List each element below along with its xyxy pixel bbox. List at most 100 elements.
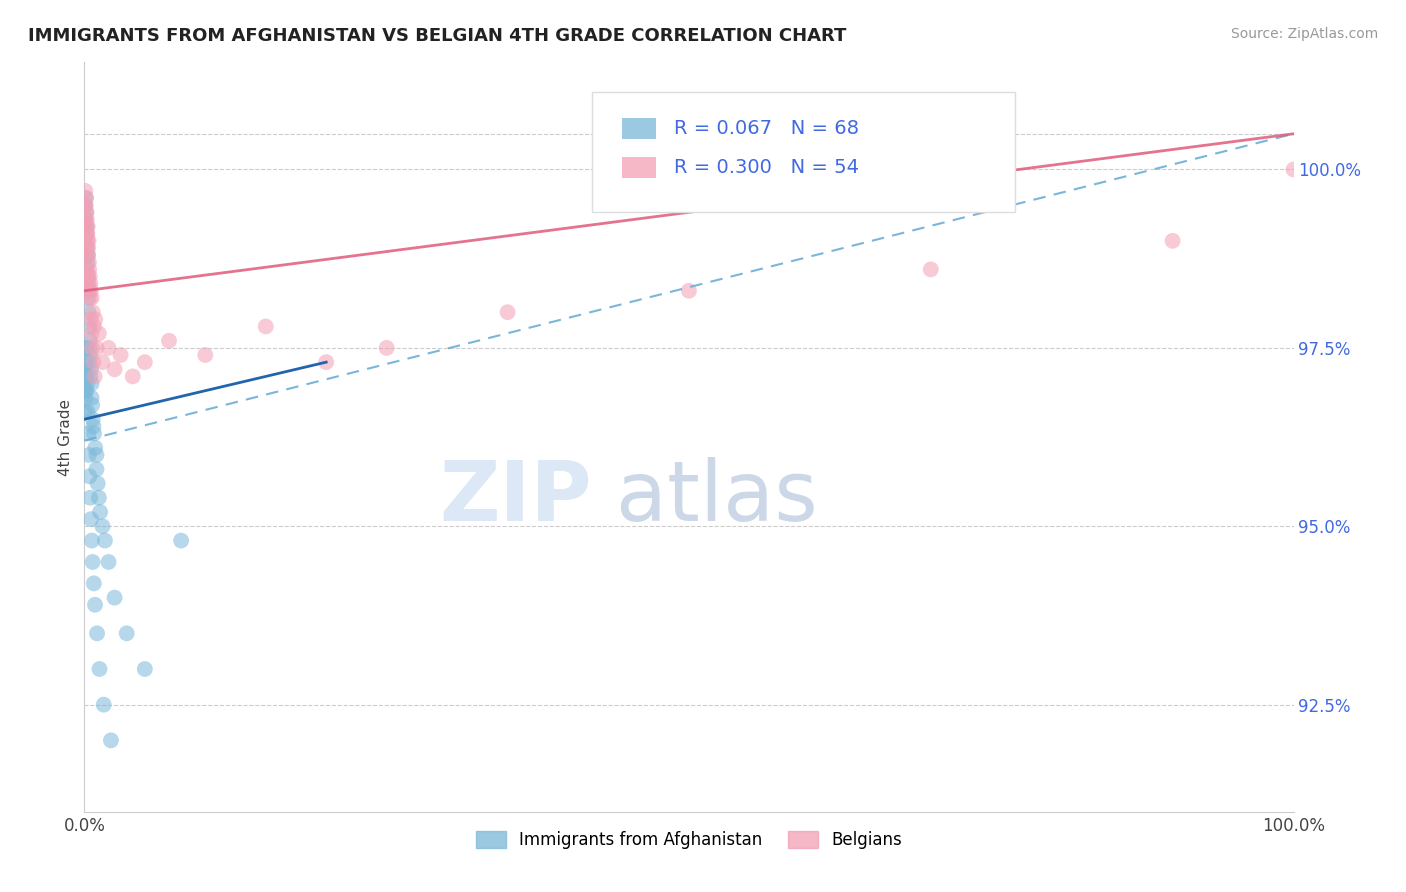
Point [76,255,98,269]
Point [80,284,103,298]
Point [77,291,100,305]
Point [75,205,97,219]
Point [75,391,97,405]
FancyBboxPatch shape [623,157,657,178]
Point [83,426,105,441]
Point [1161,234,1184,248]
Point [75,212,97,227]
Point [80,291,103,305]
Point [80,376,103,391]
FancyBboxPatch shape [592,93,1015,212]
Point [79,369,101,384]
Point [83,576,105,591]
Point [75,198,97,212]
Point [84,598,107,612]
Point [75,191,97,205]
Point [77,234,100,248]
Point [76,384,98,398]
Point [75,248,97,262]
Point [104,591,127,605]
Point [315,355,337,369]
Point [82,305,104,319]
Point [75,219,97,234]
Point [80,512,103,526]
Point [375,341,398,355]
Point [77,448,100,462]
Text: R = 0.300   N = 54: R = 0.300 N = 54 [675,158,859,177]
Point [76,355,98,369]
Point [86,341,108,355]
Point [77,319,100,334]
Point [79,355,101,369]
Point [80,533,103,548]
Point [75,362,97,376]
Point [75,212,97,227]
Point [83,319,105,334]
Point [91,355,114,369]
Point [79,269,101,284]
Point [76,277,98,291]
Point [75,248,97,262]
Point [82,341,104,355]
Point [254,319,277,334]
Point [75,191,97,205]
Point [73,198,96,212]
Point [115,626,138,640]
Point [76,227,98,241]
Point [73,405,96,419]
Point [73,219,96,234]
Point [94,533,117,548]
Text: Source: ZipAtlas.com: Source: ZipAtlas.com [1230,27,1378,41]
Point [86,462,108,476]
Point [84,441,107,455]
Point [76,219,98,234]
Point [77,341,100,355]
Point [82,412,104,426]
Point [77,305,100,319]
Point [134,355,156,369]
Point [134,662,156,676]
Point [76,241,98,255]
Point [170,533,193,548]
Point [76,376,98,391]
Point [77,248,100,262]
Text: atlas: atlas [616,457,818,538]
Point [79,491,101,505]
Point [77,269,100,284]
Point [121,369,143,384]
Point [97,555,120,569]
Text: ZIP: ZIP [440,457,592,538]
Point [75,262,97,277]
Point [75,369,97,384]
Point [77,426,100,441]
Point [77,255,100,269]
Point [75,234,97,248]
Point [76,205,98,219]
Point [1282,162,1305,177]
Point [76,227,98,241]
Point [77,269,100,284]
Point [77,284,100,298]
Point [73,384,96,398]
Point [73,198,96,212]
Point [100,733,122,747]
Point [76,241,98,255]
Point [77,262,100,277]
Point [86,476,108,491]
Point [920,262,942,277]
Point [678,284,700,298]
Point [104,362,127,376]
Point [84,312,107,326]
Y-axis label: 4th Grade: 4th Grade [58,399,73,475]
Point [75,184,97,198]
Point [76,212,98,227]
Point [80,326,103,341]
Point [91,519,114,533]
FancyBboxPatch shape [623,118,657,139]
Point [87,491,110,505]
Point [79,277,101,291]
Point [89,662,111,676]
Point [82,419,104,434]
Point [79,469,101,483]
Point [87,326,110,341]
